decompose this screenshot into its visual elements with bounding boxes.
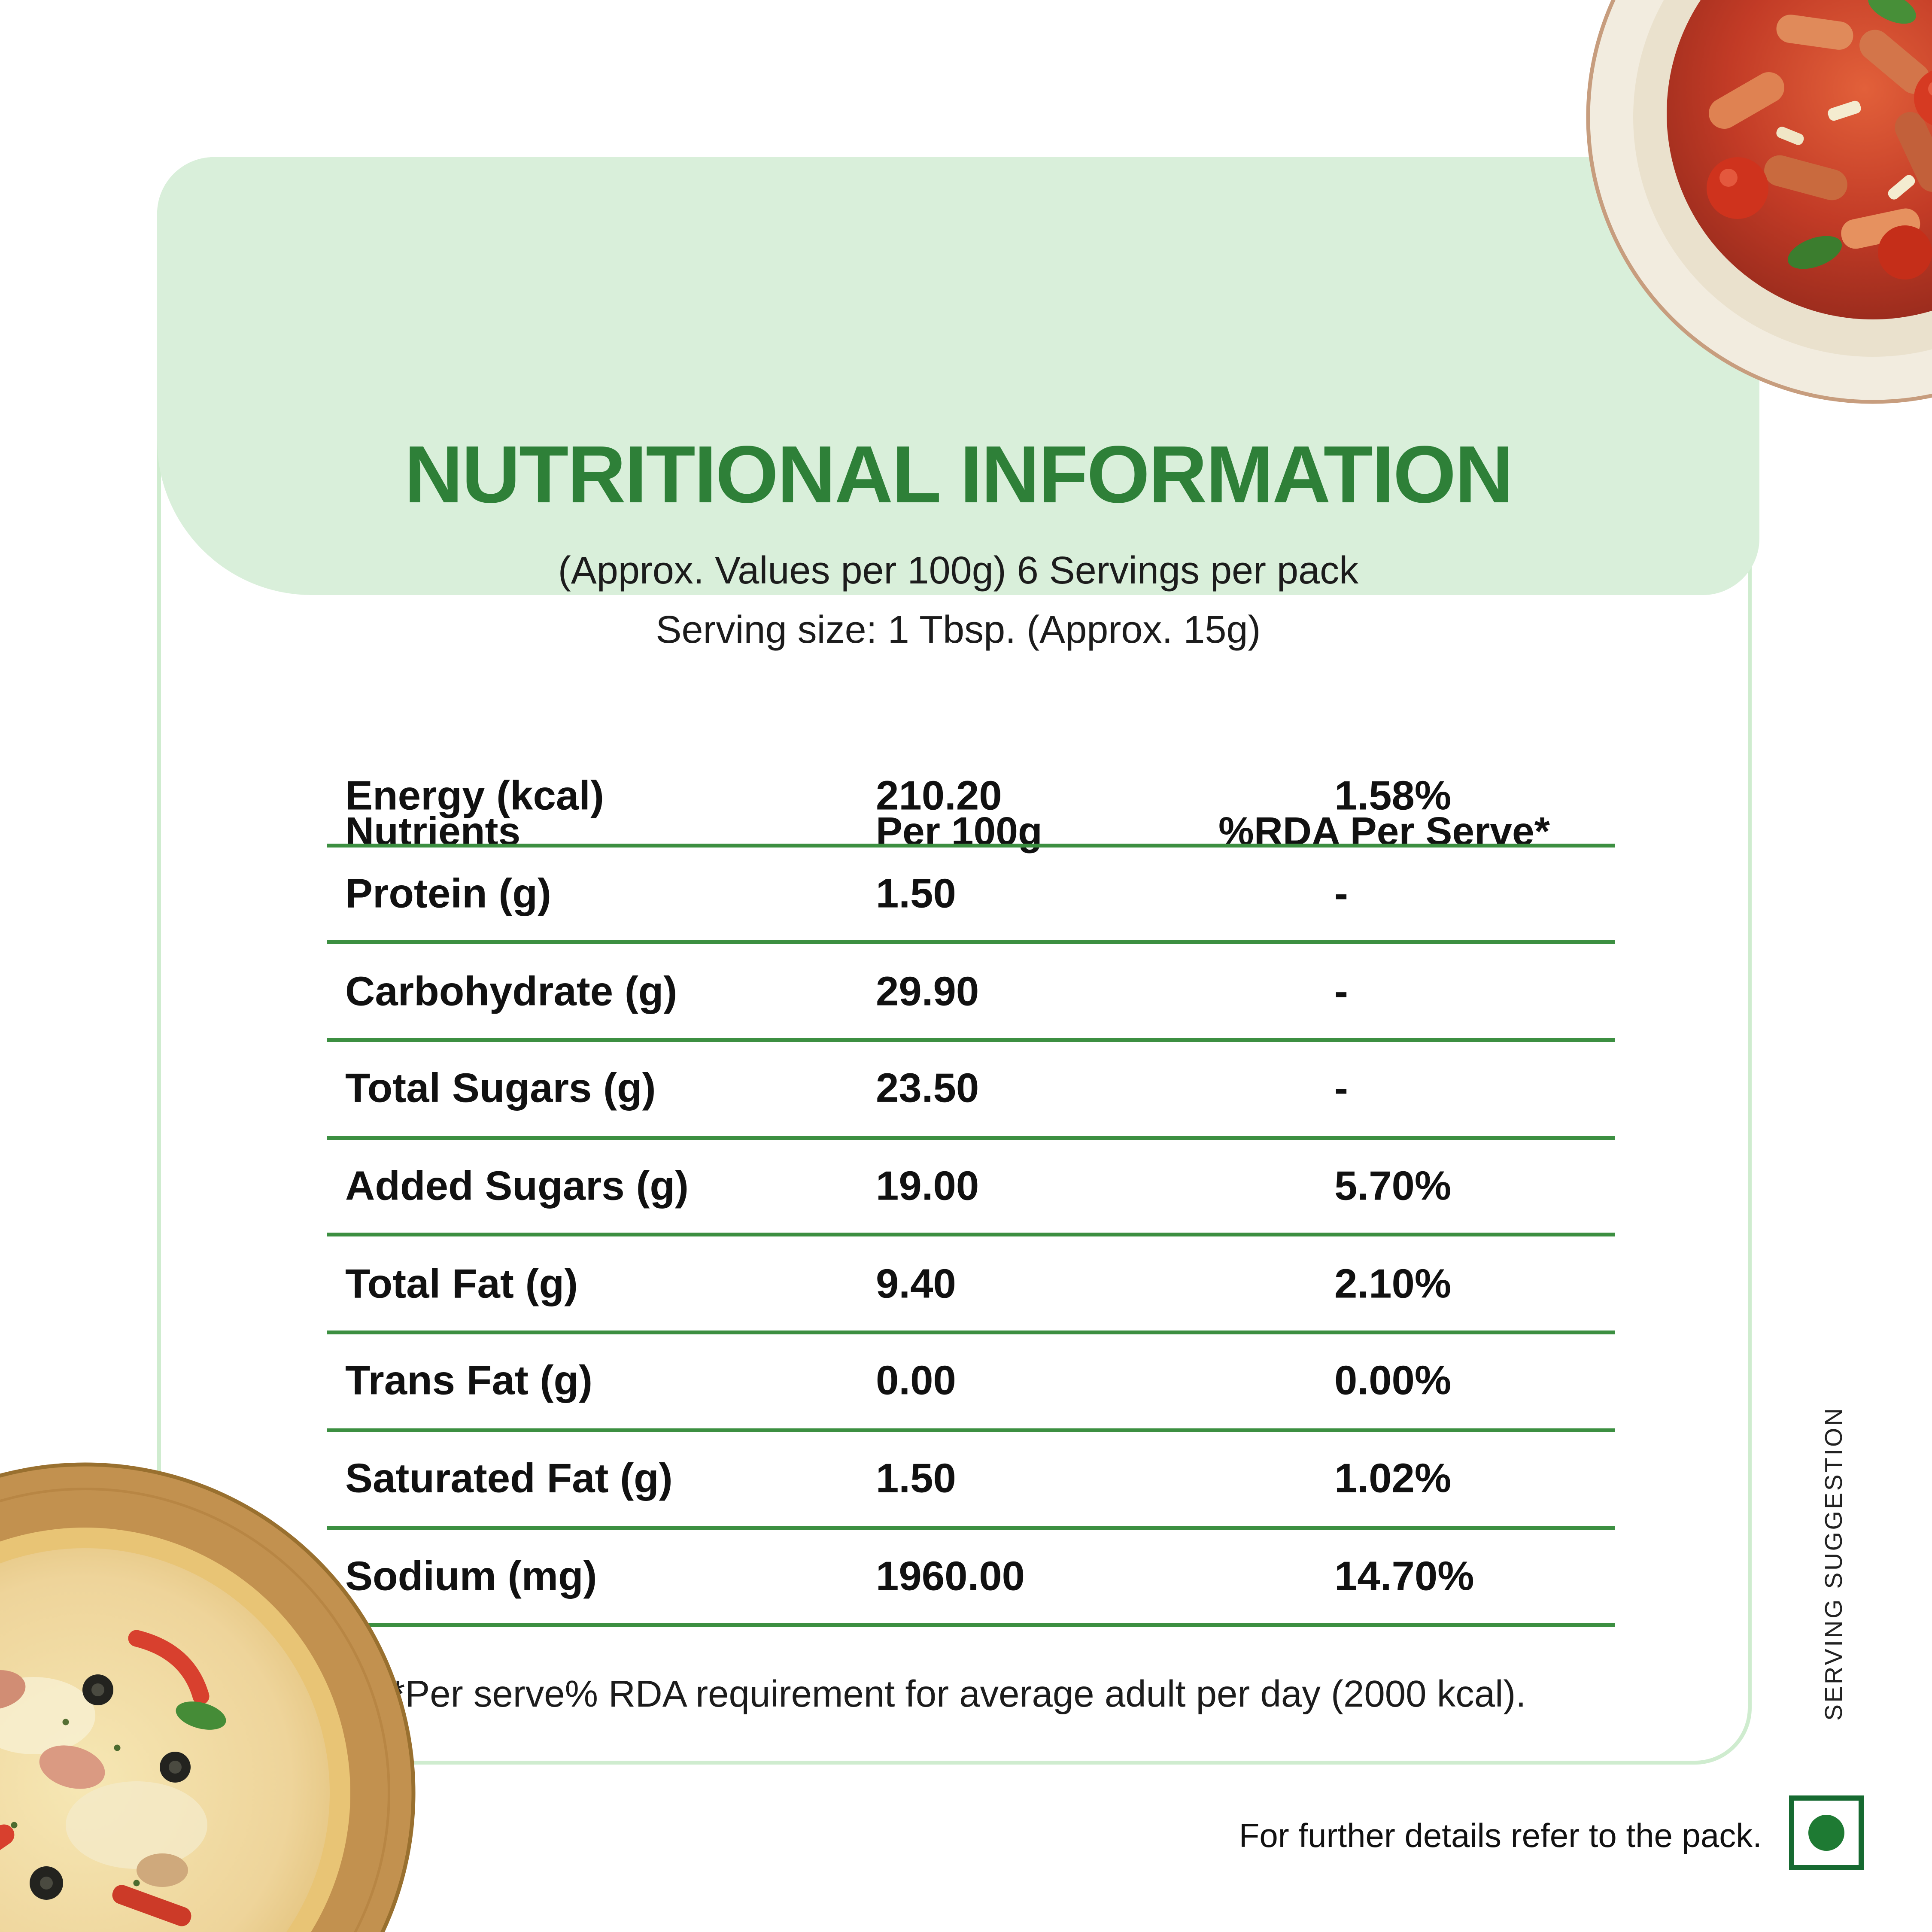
nutrient-name: Trans Fat (g) <box>345 1357 593 1404</box>
pasta-plate-photo <box>1586 0 1932 404</box>
nutrient-name: Protein (g) <box>345 870 551 917</box>
per-100g-value: 1960.00 <box>876 1552 1025 1599</box>
per-100g-value: 9.40 <box>876 1260 956 1306</box>
rda-value: 1.58% <box>1334 772 1452 819</box>
rda-value: 14.70% <box>1334 1552 1474 1599</box>
serving-info: (Approx. Values per 100g) 6 Servings per… <box>161 542 1756 661</box>
table-row-sodium: Sodium (mg) 1960.00 14.70% <box>327 1530 1615 1627</box>
nutrient-name: Added Sugars (g) <box>345 1162 689 1209</box>
table-row-saturated-fat: Saturated Fat (g) 1.50 1.02% <box>327 1432 1615 1530</box>
nutrient-name: Carbohydrate (g) <box>345 967 677 1014</box>
per-100g-value: 29.90 <box>876 967 979 1014</box>
nutrient-name: Total Fat (g) <box>345 1260 578 1306</box>
nutrient-name: Total Sugars (g) <box>345 1065 656 1112</box>
rda-value: 0.00% <box>1334 1357 1452 1404</box>
table-row-energy: Energy (kcal) 210.20 1.58% <box>327 750 1615 848</box>
nutrient-name: Saturated Fat (g) <box>345 1455 673 1501</box>
header-green-panel <box>157 157 1759 595</box>
rda-value: 5.70% <box>1334 1162 1452 1209</box>
rda-value: - <box>1334 870 1348 917</box>
table-row-added-sugars: Added Sugars (g) 19.00 5.70% <box>327 1139 1615 1237</box>
serving-info-line1: (Approx. Values per 100g) 6 Servings per… <box>558 550 1359 592</box>
per-100g-value: 23.50 <box>876 1065 979 1112</box>
per-100g-value: 210.20 <box>876 772 1002 819</box>
page-title: NUTRITIONAL INFORMATION <box>404 430 1513 520</box>
veg-mark-dot <box>1808 1815 1844 1851</box>
per-100g-value: 1.50 <box>876 1455 956 1501</box>
footer-note: For further details refer to the pack. <box>1239 1816 1762 1855</box>
table-row-total-sugars: Total Sugars (g) 23.50 - <box>327 1042 1615 1140</box>
rda-value: 1.02% <box>1334 1455 1452 1501</box>
rda-value: - <box>1334 967 1348 1014</box>
table-row-trans-fat: Trans Fat (g) 0.00 0.00% <box>327 1334 1615 1432</box>
per-100g-value: 1.50 <box>876 870 956 917</box>
serving-suggestion-label: SERVING SUGGESTION <box>1821 1406 1848 1721</box>
nutrition-card: NUTRITIONAL INFORMATION (Approx. Values … <box>157 157 1759 1765</box>
veg-mark-icon <box>1789 1795 1864 1870</box>
nutrition-table: Energy (kcal) 210.20 1.58% Protein (g) 1… <box>327 750 1615 1627</box>
nutrient-name: Sodium (mg) <box>345 1552 597 1599</box>
rda-footnote: *Per serve% RDA requirement for average … <box>390 1674 1526 1716</box>
table-row-carbohydrate: Carbohydrate (g) 29.90 - <box>327 945 1615 1042</box>
table-row-total-fat: Total Fat (g) 9.40 2.10% <box>327 1237 1615 1335</box>
rda-value: - <box>1334 1065 1348 1112</box>
rda-value: 2.10% <box>1334 1260 1452 1306</box>
per-100g-value: 19.00 <box>876 1162 979 1209</box>
pizza-on-board-photo <box>0 1462 416 1932</box>
serving-info-line2: Serving size: 1 Tbsp. (Approx. 15g) <box>656 609 1261 652</box>
table-row-protein: Protein (g) 1.50 - <box>327 847 1615 945</box>
nutrient-name: Energy (kcal) <box>345 772 604 819</box>
per-100g-value: 0.00 <box>876 1357 956 1404</box>
